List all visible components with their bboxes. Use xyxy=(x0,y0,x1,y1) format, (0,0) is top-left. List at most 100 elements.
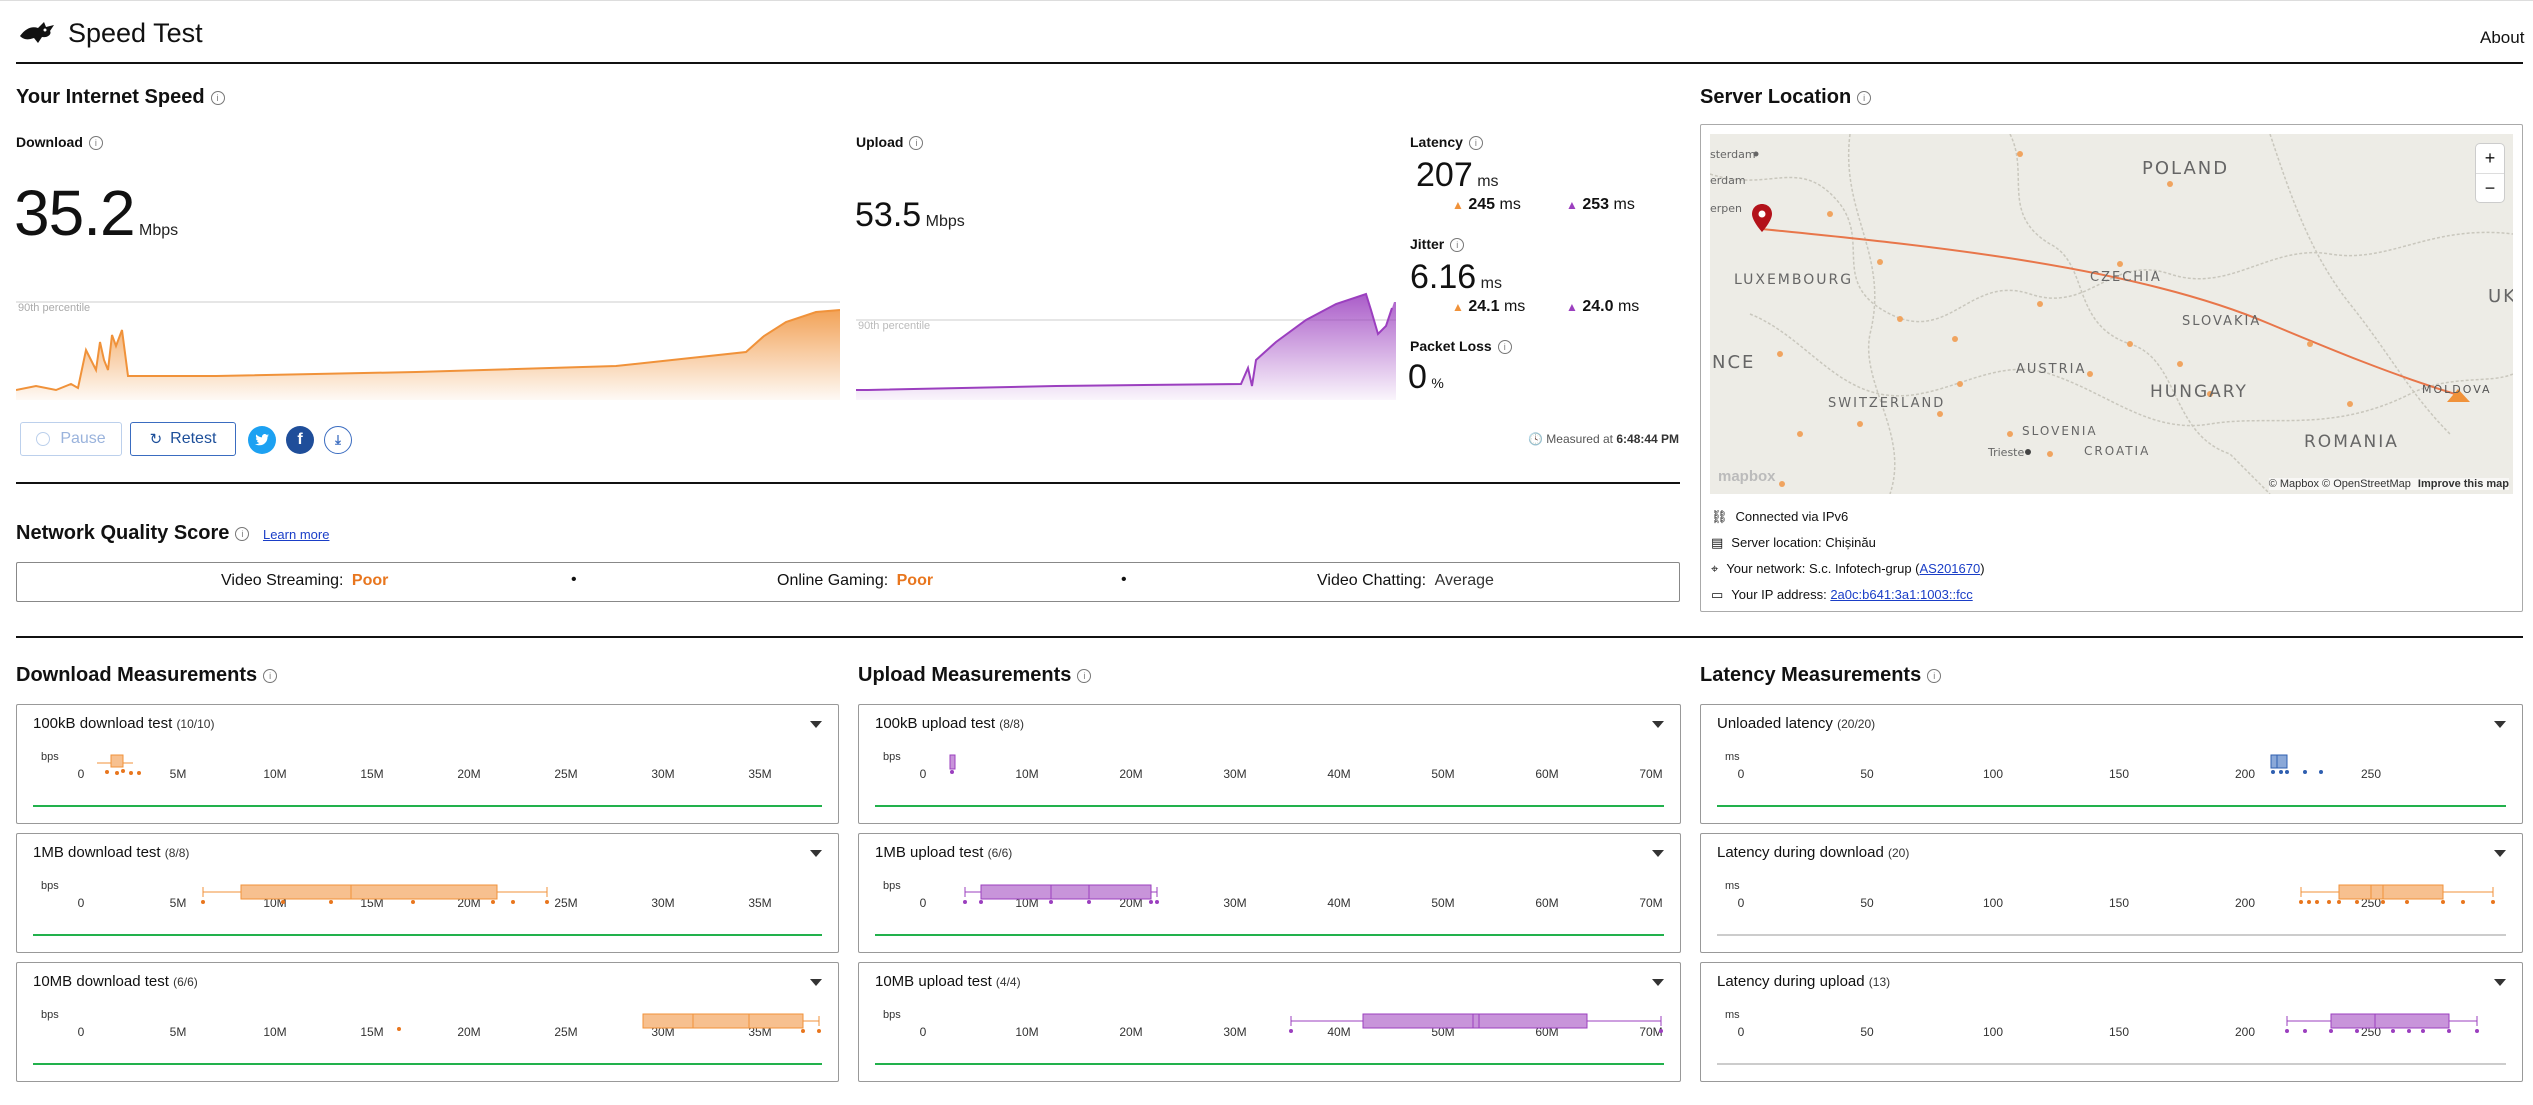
app-logo[interactable] xyxy=(18,18,58,48)
your-network: ⌖ Your network: S.c. Infotech-grup (AS201… xyxy=(1711,561,1985,577)
tick-label: 30M xyxy=(1223,896,1247,910)
card-title: Unloaded latency (20/20) xyxy=(1717,715,1875,732)
download-results-button[interactable]: ⤓ xyxy=(324,426,352,454)
retest-label: Retest xyxy=(170,430,217,447)
tick-label: 50 xyxy=(1860,767,1874,781)
box-plot xyxy=(397,1013,821,1033)
zoom-out-button[interactable]: − xyxy=(2484,178,2496,198)
card-count: (10/10) xyxy=(176,717,215,731)
upload-icon: ▲ xyxy=(1566,198,1578,212)
download-card-10mb[interactable]: 10MB download test (6/6) bps 0 5M 10M 15… xyxy=(16,962,839,1082)
tick-label: 60M xyxy=(1535,767,1559,781)
upload-card-10mb[interactable]: 10MB upload test (4/4) bps 0 10M 20M 30M… xyxy=(858,962,1681,1082)
tick-label: 20M xyxy=(1119,1025,1143,1039)
progress-line xyxy=(33,1063,822,1065)
info-icon[interactable]: i xyxy=(235,526,250,541)
map-label-czechia: CZECHIA xyxy=(2090,270,2162,285)
mapbox-logo[interactable]: mapbox xyxy=(1718,468,1776,485)
pause-button[interactable]: Pause xyxy=(20,422,122,456)
clock-icon: 🕓 xyxy=(1528,432,1543,446)
improve-map-link[interactable]: Improve this map xyxy=(2417,478,2509,490)
card-title-text: Latency during download xyxy=(1717,844,1884,861)
video-streaming-label: Video Streaming: xyxy=(221,572,344,589)
tick-label: 200 xyxy=(2234,1025,2256,1039)
latency-label: Latency i xyxy=(1410,134,1483,151)
chevron-down-icon[interactable] xyxy=(810,850,822,857)
progress-line xyxy=(33,934,822,936)
latency-measurements-title-text: Latency Measurements xyxy=(1700,664,1922,686)
map-attribution-text[interactable]: © Mapbox © OpenStreetMap xyxy=(2268,478,2411,490)
card-count: (6/6) xyxy=(173,975,198,989)
info-icon[interactable]: i xyxy=(1927,668,1942,683)
latency-up: ▲ 253 ms xyxy=(1566,196,1635,214)
download-card-100kb[interactable]: 100kB download test (10/10) bps 0 5M 10M… xyxy=(16,704,839,824)
axis-unit: ms xyxy=(1725,880,1740,892)
tick-label: 5M xyxy=(169,896,187,910)
latency-down: ▲ 245 ms xyxy=(1452,196,1521,214)
separator-dot: • xyxy=(1121,571,1127,588)
tick-label: 100 xyxy=(1982,767,2004,781)
tick-label: 50M xyxy=(1431,767,1455,781)
map-label-trieste: Trieste xyxy=(1988,446,2025,459)
info-icon[interactable]: i xyxy=(1468,136,1483,151)
info-icon[interactable]: i xyxy=(1497,340,1512,355)
header-divider xyxy=(16,62,2523,64)
jitter-up: ▲ 24.0 ms xyxy=(1566,298,1639,316)
upload-card-100kb[interactable]: 100kB upload test (8/8) bps 0 10M 20M 30… xyxy=(858,704,1681,824)
info-icon[interactable]: i xyxy=(909,136,924,151)
info-icon[interactable]: i xyxy=(210,90,225,105)
chevron-down-icon[interactable] xyxy=(810,721,822,728)
upload-line xyxy=(856,292,1393,391)
chevron-down-icon[interactable] xyxy=(2494,979,2506,986)
facebook-share-button[interactable]: f xyxy=(286,426,314,454)
latency-card-upload[interactable]: Latency during upload (13) ms 0 50 100 1… xyxy=(1700,962,2523,1082)
info-icon[interactable]: i xyxy=(1450,238,1465,253)
info-icon[interactable]: i xyxy=(1077,668,1092,683)
info-icon[interactable]: i xyxy=(263,668,278,683)
online-gaming-score: Online Gaming: Poor xyxy=(777,572,933,590)
axis-unit: ms xyxy=(1725,1009,1740,1021)
map-label-amsterdam: sterdam xyxy=(1710,148,1756,161)
server-location-value: Chișinău xyxy=(1825,535,1876,550)
download-number: 35.2 xyxy=(14,177,136,249)
progress-line xyxy=(33,805,822,807)
tick-label: 25M xyxy=(554,767,578,781)
download-card-1mb[interactable]: 1MB download test (8/8) bps 0 5M 10M 15M… xyxy=(16,833,839,953)
twitter-share-button[interactable] xyxy=(248,426,276,454)
learn-more-link[interactable]: Learn more xyxy=(262,527,330,542)
chevron-down-icon[interactable] xyxy=(1652,721,1664,728)
tick-label: 5M xyxy=(169,1025,187,1039)
server-location-card: POLAND CZECHIA SLOVAKIA AUSTRIA HUNGARY … xyxy=(1700,124,2523,612)
upload-card-1mb[interactable]: 1MB upload test (6/6) bps 0 10M 20M 30M … xyxy=(858,833,1681,953)
chevron-down-icon[interactable] xyxy=(2494,721,2506,728)
info-icon[interactable]: i xyxy=(1857,90,1872,105)
speed-section-title: Your Internet Speed i xyxy=(16,86,225,109)
ip-link[interactable]: 2a0c:b641:3a1:1003::fcc xyxy=(1830,587,1973,602)
zoom-controls: + − xyxy=(2476,144,2504,202)
card-count: (13) xyxy=(1868,975,1891,989)
chevron-down-icon[interactable] xyxy=(1652,850,1664,857)
zoom-in-button[interactable]: + xyxy=(2476,144,2504,174)
tick-label: 0 xyxy=(1737,767,1745,781)
axis-unit: ms xyxy=(1725,751,1740,763)
latency-card-unloaded[interactable]: Unloaded latency (20/20) ms 0 50 100 150… xyxy=(1700,704,2523,824)
map-label-hungary: HUNGARY xyxy=(2150,382,2248,402)
packet-loss-number: 0 xyxy=(1408,358,1427,396)
chevron-down-icon[interactable] xyxy=(2494,850,2506,857)
measured-at: 🕓 Measured at 6:48:44 PM xyxy=(1528,432,1679,446)
card-count: (6/6) xyxy=(987,846,1013,860)
retest-button[interactable]: ↻ Retest xyxy=(130,422,236,456)
pause-label: Pause xyxy=(60,430,106,447)
card-title-text: Unloaded latency xyxy=(1717,715,1833,732)
latency-card-download[interactable]: Latency during download (20) ms 0 50 100… xyxy=(1700,833,2523,953)
chevron-down-icon[interactable] xyxy=(810,979,822,986)
map-canvas xyxy=(1710,134,2513,494)
map[interactable]: POLAND CZECHIA SLOVAKIA AUSTRIA HUNGARY … xyxy=(1710,134,2513,494)
chevron-down-icon[interactable] xyxy=(1652,979,1664,986)
network-as-link[interactable]: AS201670 xyxy=(1919,561,1981,576)
jitter-down: ▲ 24.1 ms xyxy=(1452,298,1525,316)
info-icon[interactable]: i xyxy=(88,136,103,151)
about-link[interactable]: About xyxy=(2480,28,2525,47)
latency-down-unit: ms xyxy=(1499,196,1521,213)
network-icon: ⛓ xyxy=(1711,509,1728,524)
